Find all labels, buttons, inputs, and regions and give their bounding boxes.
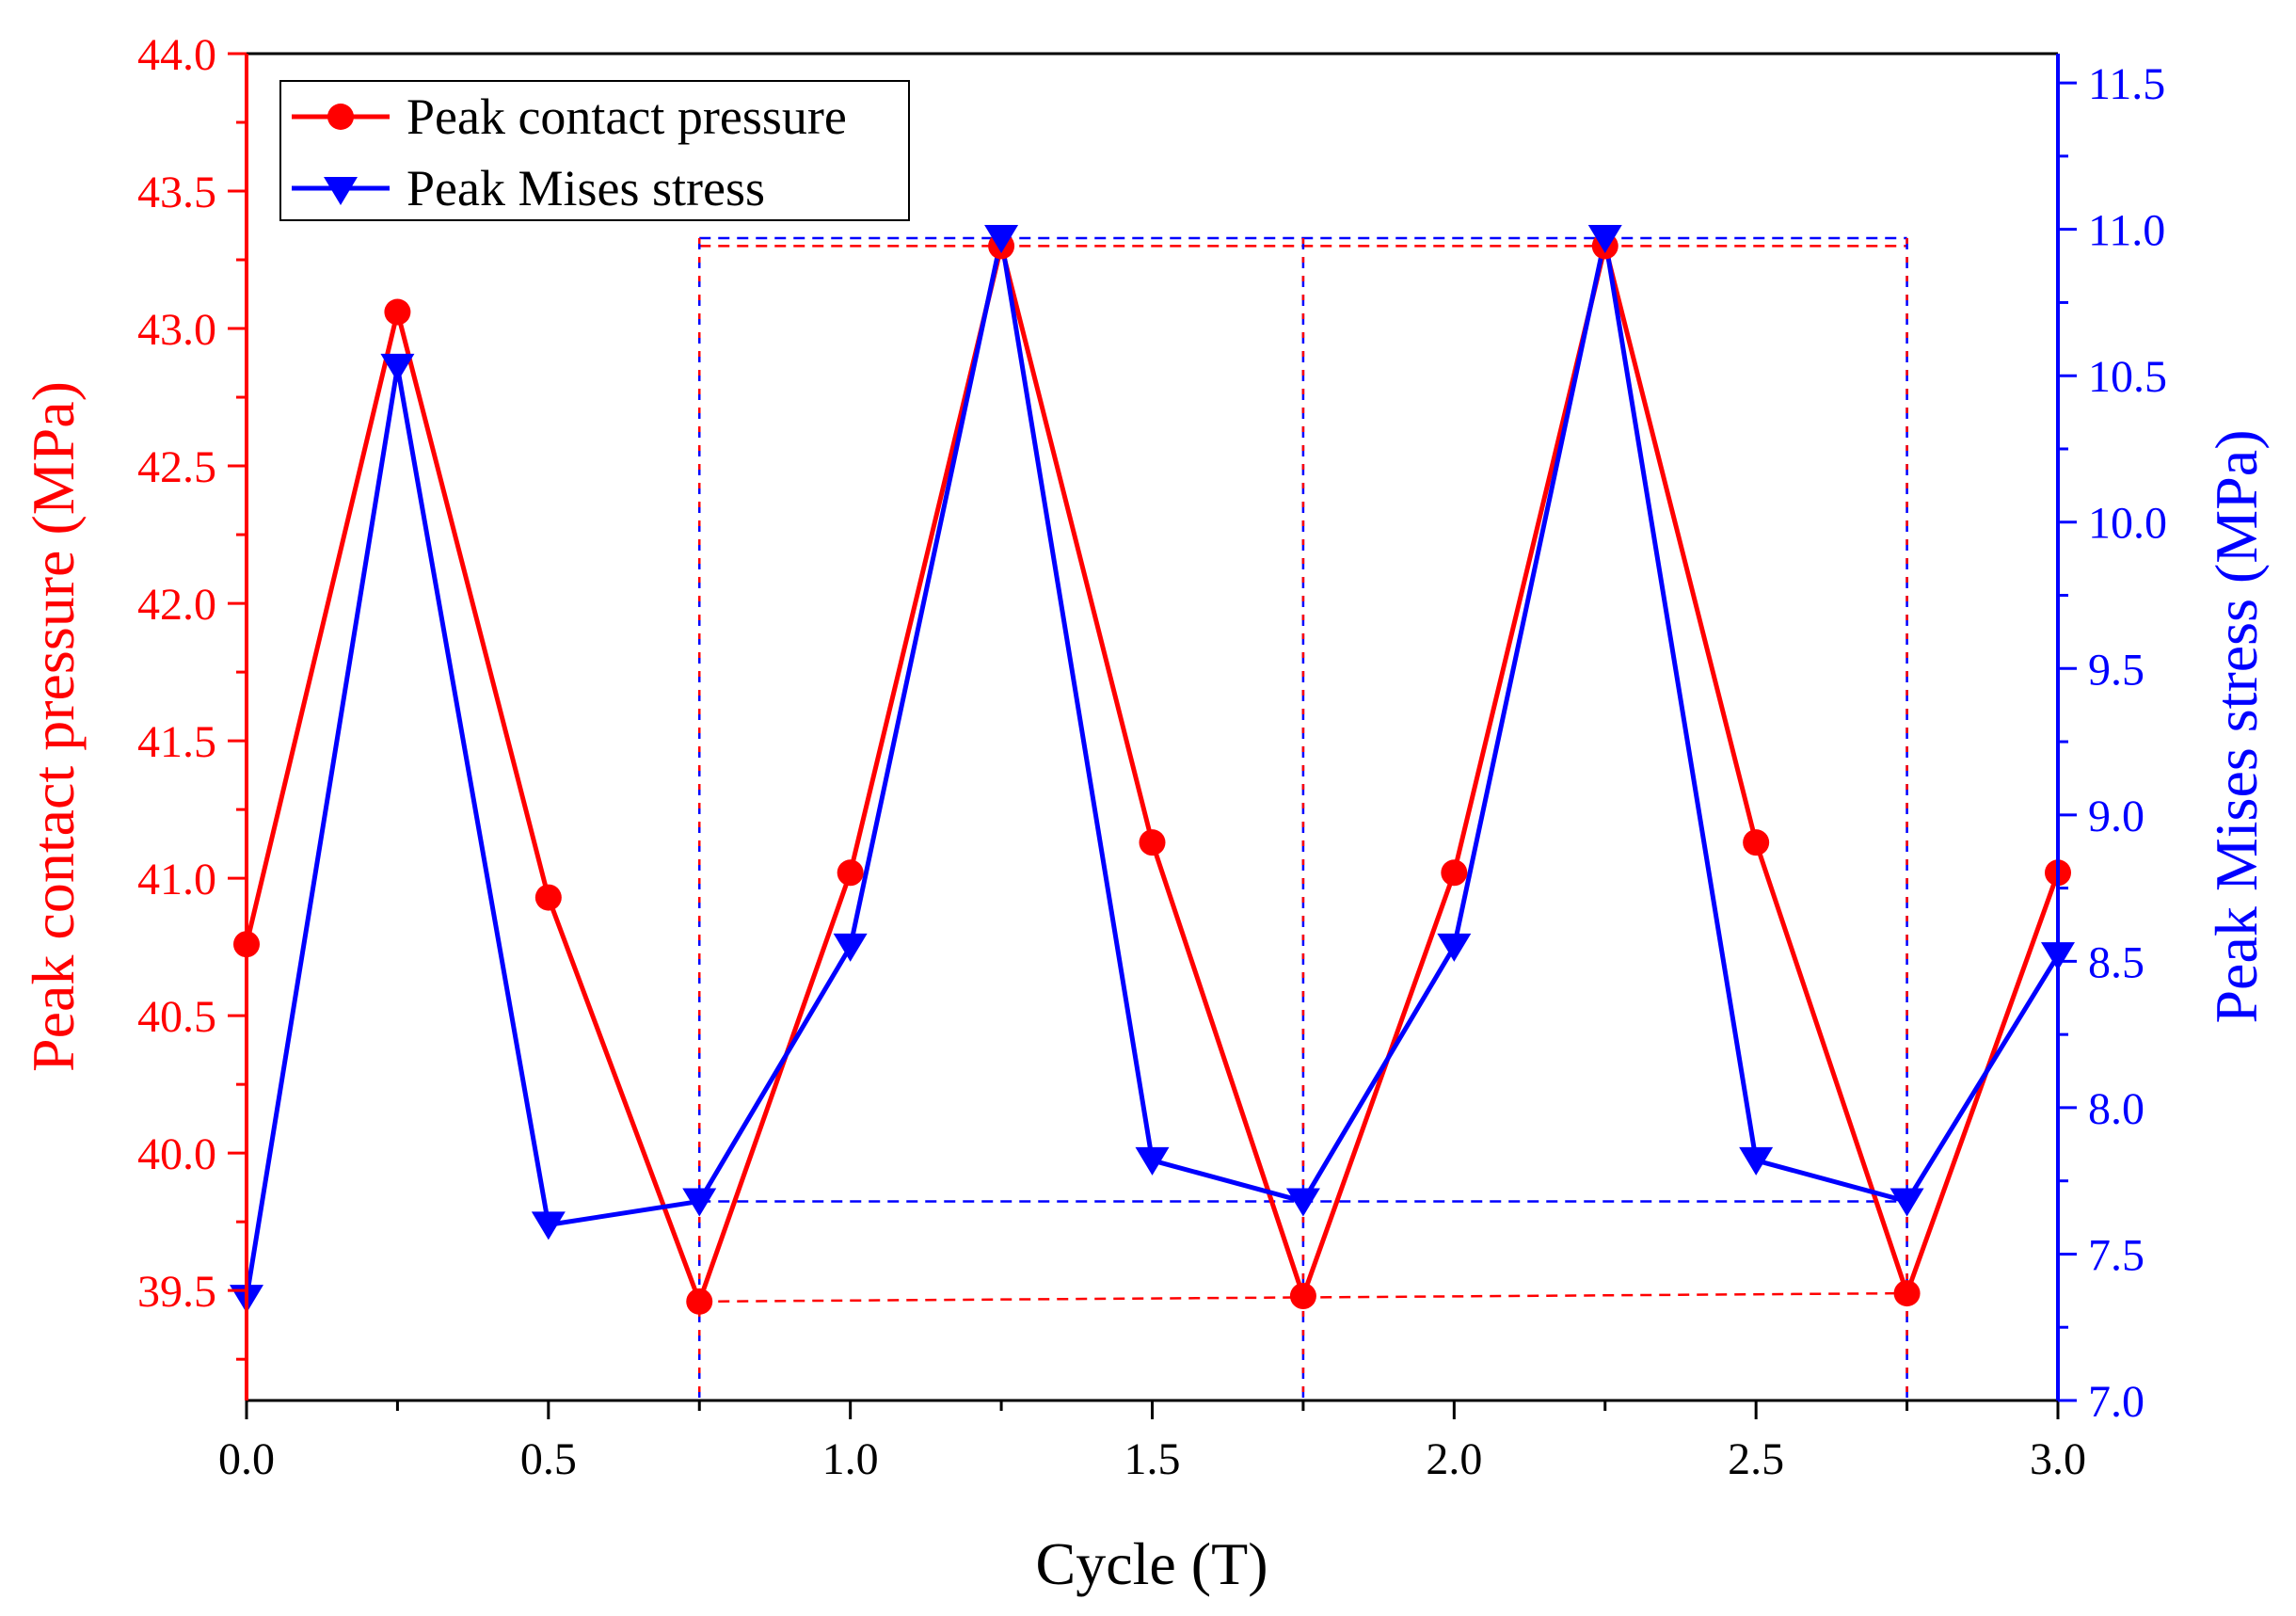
- contact-pressure-point: [1893, 1280, 1921, 1307]
- mises-stress-point: [984, 224, 1019, 253]
- axis-ticks: 0.0 0.5 1.0 1.5 2.0 2.5 3.0 39.5 40.0 40.5 41.0 41.…: [137, 30, 2167, 1484]
- contact-pressure-point: [1139, 829, 1166, 856]
- contact-pressure-point: [1289, 1283, 1316, 1310]
- left-y-tick-label: 42.5: [137, 442, 216, 492]
- mises-stress-point: [1739, 1146, 1774, 1176]
- legend-marker-pressure: [327, 104, 354, 130]
- legend-marker-mises: [324, 177, 358, 205]
- right-y-tick-label: 9.5: [2088, 645, 2145, 695]
- right-y-tick-label: 9.0: [2088, 792, 2145, 841]
- legend: Peak contact pressure Peak Mises stress: [279, 80, 910, 221]
- left-y-tick-label: 41.0: [137, 855, 216, 904]
- mises-stress-point: [531, 1211, 566, 1240]
- mises-stress-point: [833, 933, 868, 962]
- left-y-tick-label: 44.0: [137, 30, 216, 80]
- left-y-axis-title: Peak contact pressure (MPa): [20, 381, 87, 1072]
- contact-pressure-point: [534, 884, 562, 911]
- mises-stress-point: [1437, 933, 1472, 962]
- right-y-tick-label: 11.5: [2088, 59, 2165, 109]
- left-y-tick-label: 41.5: [137, 717, 216, 767]
- series-markers: [230, 224, 2075, 1315]
- x-tick-label: 3.0: [2030, 1434, 2086, 1484]
- right-y-tick-label: 8.0: [2088, 1084, 2145, 1134]
- legend-label-mises: Peak Mises stress: [407, 160, 765, 216]
- contact-pressure-point: [384, 298, 411, 326]
- left-y-tick-label: 43.0: [137, 305, 216, 355]
- x-tick-label: 1.0: [822, 1434, 879, 1484]
- right-y-tick-label: 8.5: [2088, 937, 2145, 987]
- right-y-tick-label: 10.0: [2088, 499, 2167, 549]
- mises-stress-point: [1135, 1146, 1170, 1176]
- right-y-tick-label: 7.0: [2088, 1377, 2145, 1427]
- x-tick-label: 0.5: [520, 1434, 577, 1484]
- x-axis-title: Cycle (T): [1036, 1530, 1268, 1597]
- mises-stress-point: [682, 1188, 717, 1217]
- x-tick-label: 1.5: [1124, 1434, 1181, 1484]
- right-y-axis-title: Peak Mises stress (MPa): [2203, 429, 2270, 1023]
- x-tick-label: 0.0: [218, 1434, 275, 1484]
- mises-stress-point: [380, 353, 415, 382]
- contact-pressure-point: [1743, 829, 1770, 856]
- right-y-tick-label: 7.5: [2088, 1230, 2145, 1280]
- legend-box: [279, 80, 910, 221]
- left-y-tick-label: 42.0: [137, 580, 216, 630]
- contact-pressure-point: [1441, 859, 1468, 887]
- contact-pressure-point: [837, 859, 864, 887]
- mises-stress-point: [1285, 1188, 1320, 1217]
- right-y-tick-label: 10.5: [2088, 352, 2167, 402]
- legend-label-pressure: Peak contact pressure: [407, 88, 847, 145]
- left-y-tick-label: 40.5: [137, 992, 216, 1042]
- x-tick-label: 2.5: [1728, 1434, 1784, 1484]
- left-y-tick-label: 40.0: [137, 1129, 216, 1179]
- contact-pressure-point: [686, 1288, 713, 1315]
- right-y-tick-label: 11.0: [2088, 206, 2165, 256]
- left-y-tick-label: 39.5: [137, 1267, 216, 1317]
- mises-stress-point: [1889, 1188, 1924, 1217]
- left-y-tick-label: 43.5: [137, 168, 216, 217]
- x-tick-label: 2.0: [1426, 1434, 1482, 1484]
- mises-stress-point: [1587, 224, 1622, 253]
